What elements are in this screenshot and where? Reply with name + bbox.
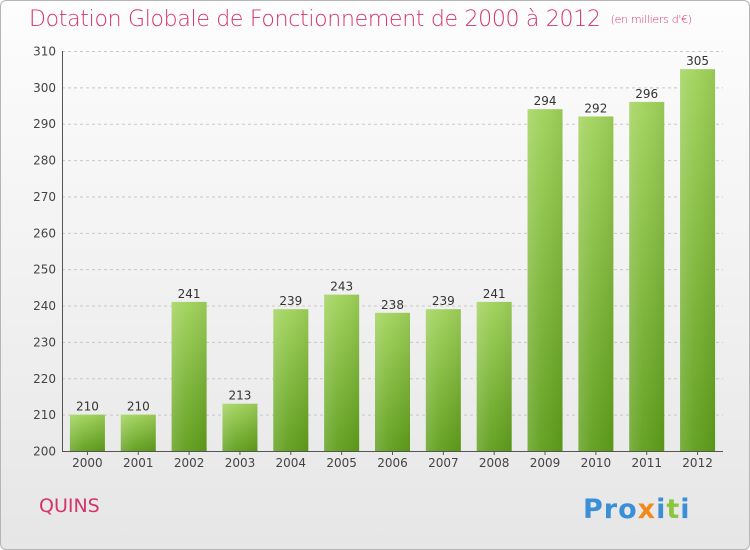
y-tick-label: 240 xyxy=(33,299,56,313)
x-tick-label: 2010 xyxy=(581,456,612,470)
x-tick-label: 2001 xyxy=(123,456,154,470)
svg-text:Proxiti: Proxiti xyxy=(583,494,691,525)
y-tick-label: 220 xyxy=(33,372,56,386)
y-tick-label: 210 xyxy=(33,408,56,422)
chart-title-text: Dotation Globale de Fonctionnement de 20… xyxy=(29,7,601,32)
data-label: 241 xyxy=(483,287,506,301)
x-tick-label: 2012 xyxy=(682,456,713,470)
y-tick-label: 290 xyxy=(33,117,56,131)
data-label: 210 xyxy=(127,400,150,414)
y-tick-label: 280 xyxy=(33,154,56,168)
x-tick-label: 2003 xyxy=(225,456,256,470)
bar-shine xyxy=(527,109,563,451)
x-tick-label: 2008 xyxy=(479,456,510,470)
data-label: 305 xyxy=(686,54,709,68)
data-label: 241 xyxy=(178,287,201,301)
x-tick-label: 2000 xyxy=(72,456,103,470)
bar-shine xyxy=(629,101,665,451)
axis-layer: 200 210 220 230 240 250 260 270 280 290 300 310 2000… xyxy=(33,45,723,470)
proxiti-logo: Proxiti xyxy=(583,494,691,525)
chart-title: Dotation Globale de Fonctionnement de 20… xyxy=(29,7,692,32)
y-tick-label: 230 xyxy=(33,335,56,349)
bar-shine xyxy=(69,414,105,451)
bar-shine xyxy=(324,294,360,451)
y-tick-label: 260 xyxy=(33,226,56,240)
data-label: 296 xyxy=(635,87,658,101)
data-label: 210 xyxy=(76,400,99,414)
chart-subtitle: (en milliers d'€) xyxy=(610,13,692,26)
bar-shine xyxy=(222,403,258,451)
x-tick-label: 2009 xyxy=(530,456,561,470)
bar-layer: 210 210 241 213 239 243 238 239 241 294 292 296 305 xyxy=(69,54,716,452)
bar-shine xyxy=(680,69,716,451)
data-label: 213 xyxy=(229,389,252,403)
bar-shine xyxy=(375,312,410,451)
x-tick-label: 2011 xyxy=(631,456,662,470)
x-tick-label: 2007 xyxy=(428,456,459,470)
x-tick-label: 2006 xyxy=(377,456,408,470)
bar-shine xyxy=(120,414,156,451)
data-label: 243 xyxy=(330,280,353,294)
data-label: 238 xyxy=(381,298,404,312)
bar-shine xyxy=(578,116,614,452)
y-tick-label: 270 xyxy=(33,190,56,204)
commune-name: QUINS xyxy=(39,495,100,517)
data-label: 239 xyxy=(279,294,302,308)
x-tick-label: 2005 xyxy=(326,456,357,470)
x-tick-label: 2002 xyxy=(174,456,205,470)
data-label: 294 xyxy=(534,94,557,108)
y-tick-label: 300 xyxy=(33,81,56,95)
bar-shine xyxy=(476,301,512,451)
data-label: 239 xyxy=(432,294,455,308)
y-tick-label: 200 xyxy=(33,445,56,459)
y-tick-label: 310 xyxy=(33,45,56,59)
bar-shine xyxy=(171,301,207,451)
x-tick-label: 2004 xyxy=(276,456,307,470)
bar-shine xyxy=(425,309,461,451)
bar-shine xyxy=(273,309,309,451)
y-tick-label: 250 xyxy=(33,263,56,277)
data-label: 292 xyxy=(584,101,607,115)
